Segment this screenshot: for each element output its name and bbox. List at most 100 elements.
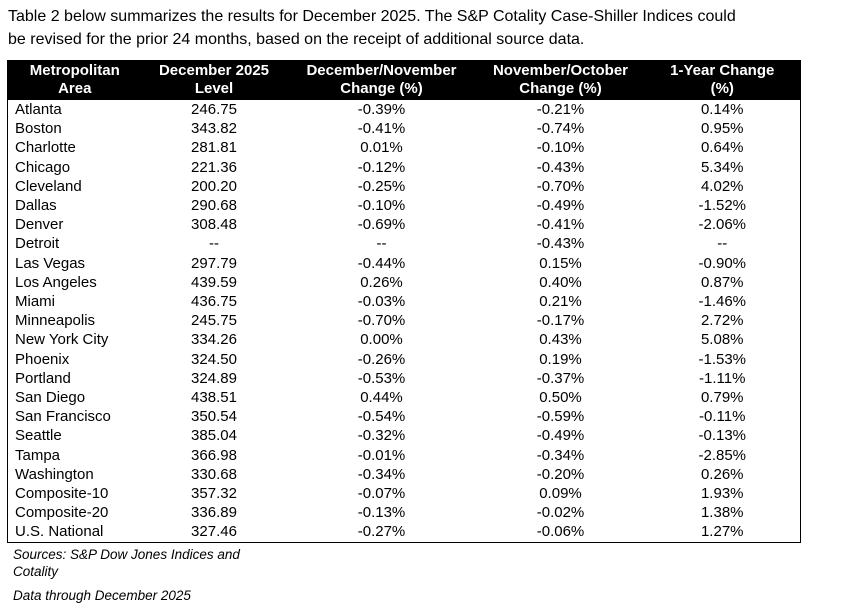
metro-area-cell: San Francisco (15, 408, 111, 426)
col-header-dec-nov-change: December/November Change (%) (286, 60, 477, 100)
value-cell: -0.69% (357, 216, 406, 234)
table-row: Washington 330.68 -0.34% -0.20% 0.26% (8, 465, 801, 484)
value-cell: -0.43% (536, 235, 585, 253)
value-cell: 0.01% (360, 139, 403, 157)
col-header-december-level: December 2025 Level (141, 60, 287, 100)
value-cell: -0.17% (536, 312, 585, 330)
table-row: Las Vegas 297.79 -0.44% 0.15% -0.90% (8, 254, 801, 273)
table-row: Cleveland 200.20 -0.25% -0.70% 4.02% (8, 177, 801, 196)
value-cell: 281.81 (191, 139, 237, 157)
table-row: Miami 436.75 -0.03% 0.21% -1.46% (8, 292, 801, 311)
value-cell: 330.68 (191, 465, 237, 483)
value-cell: 0.44% (360, 389, 403, 407)
value-cell: 385.04 (191, 427, 237, 445)
value-cell: 343.82 (191, 120, 237, 138)
metro-area-cell: Seattle (15, 427, 62, 445)
value-cell: -0.10% (357, 197, 406, 215)
metro-area-cell: Cleveland (15, 177, 82, 195)
metro-area-cell: Boston (15, 120, 62, 138)
value-cell: 0.87% (700, 273, 744, 291)
value-cell: -0.13% (357, 504, 406, 522)
metro-area-cell: Los Angeles (15, 273, 97, 291)
value-cell: -0.43% (536, 158, 585, 176)
metro-area-cell: Atlanta (15, 101, 62, 118)
metro-area-cell: San Diego (15, 389, 86, 407)
value-cell: 0.15% (539, 254, 582, 272)
value-cell: -2.06% (698, 216, 747, 234)
value-cell: -- (717, 235, 728, 253)
table-row: San Francisco 350.54 -0.54% -0.59% -0.11% (8, 407, 801, 426)
table-row: Los Angeles 439.59 0.26% 0.40% 0.87% (8, 273, 801, 292)
table-row: Boston 343.82 -0.41% -0.74% 0.95% (8, 119, 801, 138)
value-cell: 0.95% (700, 120, 744, 138)
value-cell: 1.27% (700, 523, 744, 541)
value-cell: 357.32 (191, 485, 237, 503)
value-cell: 4.02% (700, 177, 744, 195)
value-cell: 0.09% (539, 485, 582, 503)
metro-area-cell: Composite-20 (15, 504, 109, 522)
value-cell: -0.10% (536, 139, 585, 157)
value-cell: 5.34% (700, 158, 744, 176)
table-row: Composite-20 336.89 -0.13% -0.02% 1.38% (8, 503, 801, 522)
value-cell: 334.26 (191, 331, 237, 349)
value-cell: -0.39% (357, 101, 406, 118)
value-cell: 0.40% (539, 273, 582, 291)
value-cell: -1.53% (698, 350, 747, 368)
case-shiller-table: Metropolitan Area December 2025 Level De… (7, 60, 801, 543)
value-cell: -0.70% (536, 177, 585, 195)
metro-area-cell: Charlotte (15, 139, 76, 157)
value-cell: 439.59 (191, 273, 237, 291)
intro-paragraph: Table 2 below summarizes the results for… (8, 5, 736, 51)
metro-area-cell: Las Vegas (15, 254, 86, 272)
value-cell: -0.74% (536, 120, 585, 138)
value-cell: -0.03% (357, 293, 406, 311)
value-cell: 350.54 (191, 408, 237, 426)
table-row: San Diego 438.51 0.44% 0.50% 0.79% (8, 388, 801, 407)
value-cell: 0.50% (539, 389, 582, 407)
header-row: Metropolitan Area December 2025 Level De… (7, 60, 801, 100)
table-row: Charlotte 281.81 0.01% -0.10% 0.64% (8, 138, 801, 157)
metro-area-cell: Chicago (15, 158, 71, 176)
table-row: Minneapolis 245.75 -0.70% -0.17% 2.72% (8, 311, 801, 330)
metro-area-cell: Dallas (15, 197, 57, 215)
value-cell: 0.19% (539, 350, 582, 368)
value-cell: -0.41% (357, 120, 406, 138)
value-cell: 1.93% (700, 485, 744, 503)
value-cell: 0.14% (700, 101, 744, 118)
table-row: Tampa 366.98 -0.01% -0.34% -2.85% (8, 446, 801, 465)
value-cell: -0.32% (357, 427, 406, 445)
metro-area-cell: Minneapolis (15, 312, 96, 330)
value-cell: -0.25% (357, 177, 406, 195)
metro-area-cell: Tampa (15, 446, 61, 464)
sources-line-1: Sources: S&P Dow Jones Indices and (13, 547, 240, 562)
intro-line-2: be revised for the prior 24 months, base… (8, 31, 585, 48)
table-row: Portland 324.89 -0.53% -0.37% -1.11% (8, 369, 801, 388)
value-cell: 200.20 (191, 177, 237, 195)
value-cell: -0.13% (698, 427, 747, 445)
col-header-nov-oct-change: November/October Change (%) (476, 60, 645, 100)
value-cell: 290.68 (191, 197, 237, 215)
value-cell: -0.07% (357, 485, 406, 503)
value-cell: 0.26% (700, 465, 744, 483)
case-shiller-table-container: Metropolitan Area December 2025 Level De… (7, 60, 801, 543)
sources-line-2: Cotality (13, 564, 59, 579)
value-cell: -2.85% (698, 446, 747, 464)
table-row: Chicago 221.36 -0.12% -0.43% 5.34% (8, 158, 801, 177)
value-cell: 324.50 (191, 350, 237, 368)
value-cell: -1.46% (698, 293, 747, 311)
value-cell: -0.34% (536, 446, 585, 464)
value-cell: -0.49% (536, 427, 585, 445)
metro-area-cell: Composite-10 (15, 485, 109, 503)
value-cell: -0.90% (698, 254, 747, 272)
table-row: New York City 334.26 0.00% 0.43% 5.08% (8, 330, 801, 349)
metro-area-cell: Detroit (15, 235, 60, 253)
value-cell: 436.75 (191, 293, 237, 311)
value-cell: 2.72% (700, 312, 744, 330)
table-body: Atlanta 246.75 -0.39% -0.21% 0.14% Boston 343.… (8, 100, 801, 542)
metro-area-cell: Phoenix (15, 350, 70, 368)
value-cell: -0.21% (536, 101, 585, 118)
value-cell: -0.01% (357, 446, 406, 464)
table-row: Dallas 290.68 -0.10% -0.49% -1.52% (8, 196, 801, 215)
value-cell: -0.44% (357, 254, 406, 272)
value-cell: -0.59% (536, 408, 585, 426)
